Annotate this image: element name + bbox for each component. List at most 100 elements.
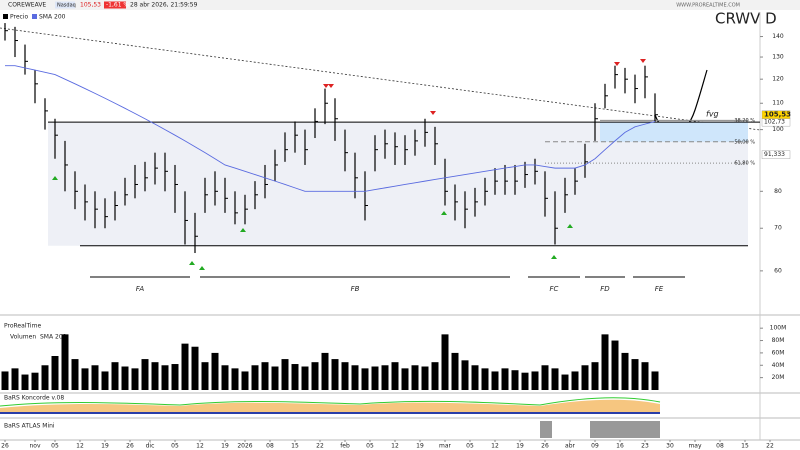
volume-bar <box>391 362 399 390</box>
volume-bar <box>461 360 469 390</box>
x-tick-label: 16 <box>616 443 624 450</box>
volume-bar <box>21 374 29 390</box>
volume-bar <box>251 365 259 390</box>
y-tick-label: 80 <box>774 188 782 195</box>
volume-bar <box>191 346 199 390</box>
atlas-title: BaRS ATLAS Mini <box>4 423 55 430</box>
volume-bar <box>111 362 119 390</box>
volume-bar <box>611 340 619 390</box>
volume-bar <box>311 362 319 390</box>
x-tick-label: 12 <box>196 443 204 450</box>
fib-label: 50,00 % <box>734 139 755 145</box>
volume-bar <box>291 364 299 390</box>
x-tick-label: 05 <box>366 443 374 450</box>
volume-bar <box>181 343 189 390</box>
x-tick-label: 19 <box>221 443 229 450</box>
volume-bar <box>371 366 379 390</box>
volume-bar <box>1 371 9 390</box>
volume-bar <box>211 352 219 390</box>
x-tick-label: nov <box>29 443 40 450</box>
volume-bar <box>361 368 369 390</box>
x-tick-label: 05 <box>51 443 59 450</box>
volume-bar <box>11 368 19 390</box>
fvg-zone <box>600 122 748 142</box>
volume-bar <box>61 334 69 390</box>
volume-bar <box>501 368 509 390</box>
volume-bar <box>141 359 149 390</box>
volume-bar <box>561 374 569 390</box>
phase-label: FB <box>351 285 360 293</box>
phase-label: FC <box>550 285 559 293</box>
volume-bar <box>241 371 249 390</box>
volume-bar <box>341 362 349 390</box>
volume-bar <box>411 365 419 390</box>
volume-bar <box>511 370 519 390</box>
volume-bar <box>71 359 79 390</box>
volume-bar <box>451 352 459 390</box>
volume-bar <box>381 365 389 390</box>
volume-bar <box>31 372 39 390</box>
y-tick-label: 100 <box>772 126 784 133</box>
x-tick-label: 08 <box>716 443 724 450</box>
change: -1,61 % <box>106 2 129 9</box>
y-tick-label: 130 <box>772 54 784 61</box>
volume-tick-label: 40M <box>772 362 785 369</box>
koncorde-line <box>0 397 661 407</box>
volume-bar <box>401 368 409 390</box>
ticker: CRWV D <box>715 10 777 28</box>
x-tick-label: 22 <box>316 443 324 450</box>
x-tick-label: 26 <box>541 443 549 450</box>
x-tick-label: 05 <box>171 443 179 450</box>
fib-label: 38,20 % <box>734 118 755 124</box>
change-badge <box>104 1 126 9</box>
volume-bar <box>321 352 329 390</box>
volume-bar <box>641 362 649 390</box>
y-tick-label: 110 <box>772 100 784 107</box>
x-tick-label: 19 <box>416 443 424 450</box>
legend-sma: SMA 200 <box>39 14 66 21</box>
volume-bar <box>261 362 269 390</box>
volume-bar <box>131 368 139 390</box>
price: 105,53 <box>80 2 101 9</box>
exchange: Nasdaq <box>57 3 76 9</box>
volume-bar <box>221 365 229 390</box>
volume-tick-label: 100M <box>770 325 787 332</box>
header-bar <box>0 0 800 10</box>
x-tick-label: 26 <box>126 443 134 450</box>
x-tick-label: 05 <box>466 443 474 450</box>
price-tag-box <box>761 110 791 119</box>
koncorde-base <box>0 412 660 414</box>
x-tick-label: feb <box>340 443 350 450</box>
volume-bar <box>471 365 479 390</box>
symbol: COREWEAVE <box>8 2 46 9</box>
legend-swatch <box>3 14 8 19</box>
panel-title: ProRealTime <box>4 323 41 330</box>
x-tick-label: 15 <box>741 443 749 450</box>
x-tick-label: 08 <box>266 443 274 450</box>
volume-bar <box>541 365 549 390</box>
phase-label: FA <box>136 285 145 293</box>
x-tick-label: abr <box>565 443 575 450</box>
volume-bar <box>601 334 609 390</box>
x-tick-label: 19 <box>101 443 109 450</box>
volume-bar <box>521 372 529 390</box>
koncorde-title: BaRS Koncorde v.08 <box>4 395 64 402</box>
volume-tick-label: 60M <box>772 349 785 356</box>
volume-bar <box>231 368 239 390</box>
volume-bar <box>581 365 589 390</box>
x-tick-label: 09 <box>591 443 599 450</box>
volume-bar <box>281 359 289 390</box>
x-tick-label: 22 <box>766 443 774 450</box>
volume-bar <box>531 371 539 390</box>
exchange-badge <box>55 1 75 9</box>
datetime: 28 abr 2026, 21:59:59 <box>130 2 198 9</box>
volume-bar <box>161 365 169 390</box>
x-tick-label: 30 <box>666 443 674 450</box>
legend-swatch <box>32 14 37 19</box>
y-tick-label: 140 <box>772 33 784 40</box>
volume-bar <box>201 362 209 390</box>
x-tick-label: mar <box>439 443 452 450</box>
x-tick-label: 12 <box>391 443 399 450</box>
volume-bar <box>121 366 129 390</box>
